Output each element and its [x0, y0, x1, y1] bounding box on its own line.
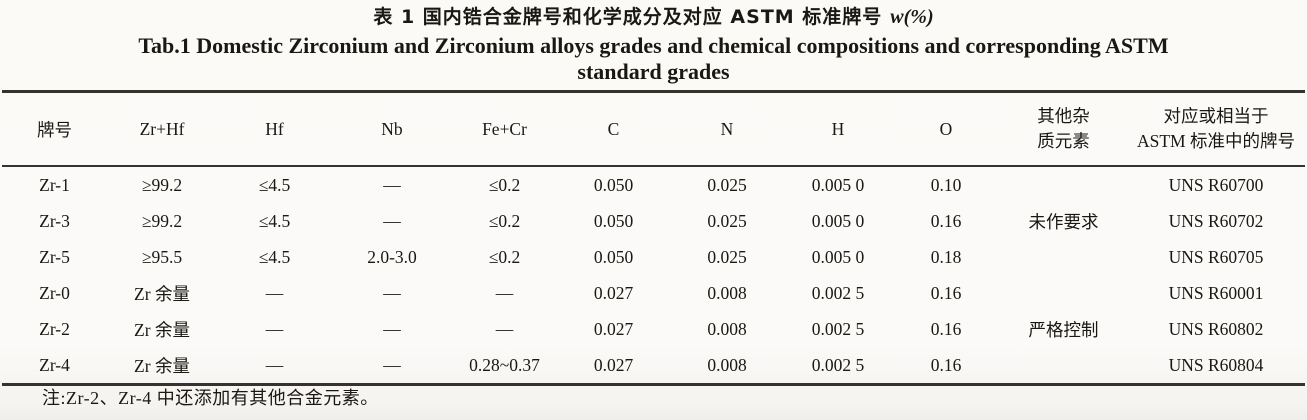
- column-header-fe-cr: Fe+Cr: [482, 118, 527, 139]
- cell-n: 0.008: [707, 354, 747, 375]
- cell-c: 0.050: [593, 246, 634, 267]
- cell-zr-hf: Zr 余量: [134, 283, 190, 304]
- cell-n: 0.025: [707, 174, 747, 195]
- cell-zr-hf: Zr 余量: [134, 355, 190, 376]
- cell-c: 0.050: [593, 174, 634, 195]
- column-header-nb: Nb: [381, 118, 403, 139]
- cell-nb: —: [383, 318, 401, 339]
- column-header-c: C: [607, 118, 620, 139]
- cell-nb: —: [383, 282, 401, 303]
- cell-astm: UNS R60001: [1168, 282, 1264, 303]
- table-footnote: 注:Zr-2、Zr-4 中还添加有其他合金元素。: [42, 388, 379, 408]
- cell-c: 0.050: [593, 210, 634, 231]
- column-header-n: N: [720, 118, 734, 139]
- cell-c: 0.027: [593, 318, 634, 339]
- table-row-zr-1: Zr-1 ≥99.2 ≤4.5 — ≤0.2 0.050 0.025 0.005…: [2, 166, 1305, 232]
- cell-astm: UNS R60705: [1168, 246, 1264, 267]
- cell-hf: —: [265, 282, 284, 303]
- cell-c: 0.027: [593, 354, 634, 375]
- cell-hf: —: [265, 318, 284, 339]
- column-header-other-impurities-line2: 质元素: [1037, 131, 1090, 151]
- cell-zr-hf: ≥99.2: [141, 210, 183, 231]
- cell-grade: Zr-5: [39, 246, 70, 267]
- column-header-zr-hf: Zr+Hf: [139, 118, 185, 139]
- cell-grade: Zr-3: [39, 210, 70, 231]
- table-title-zh-text: 表 1 国内锆合金牌号和化学成分及对应 ASTM 标准牌号: [373, 6, 883, 28]
- cell-o: 0.18: [930, 246, 962, 267]
- cell-nb: —: [383, 174, 401, 195]
- cell-nb: —: [383, 354, 401, 375]
- column-header-h: H: [831, 118, 845, 139]
- column-header-o: O: [939, 118, 953, 139]
- cell-h: 0.005 0: [811, 210, 865, 231]
- cell-o: 0.16: [930, 210, 962, 231]
- cell-hf: ≤4.5: [258, 174, 291, 195]
- cell-fe-cr: ≤0.2: [488, 174, 521, 195]
- table-row-zr-3: Zr-3 ≥99.2 ≤4.5 — ≤0.2 0.050 0.025 0.005…: [2, 203, 1305, 239]
- cell-grade: Zr-0: [39, 282, 70, 303]
- cell-astm: UNS R60702: [1168, 210, 1264, 231]
- table-row-zr-2: Zr-2 Zr 余量 — — — 0.027 0.008 0.002 5 0.1…: [2, 311, 1305, 347]
- cell-grade: Zr-4: [39, 354, 70, 375]
- cell-impurity-group-not-required: 未作要求: [1028, 211, 1099, 232]
- mass-fraction-symbol: w(%): [890, 6, 934, 28]
- table-row-zr-5: Zr-5 ≥95.5 ≤4.5 2.0-3.0 ≤0.2 0.050 0.025…: [2, 239, 1305, 275]
- cell-h: 0.002 5: [811, 318, 865, 339]
- column-header-astm-grade-line1: 对应或相当于: [1163, 106, 1269, 126]
- cell-fe-cr: 0.28~0.37: [469, 354, 540, 375]
- cell-c: 0.027: [593, 282, 634, 303]
- cell-astm: UNS R60700: [1168, 174, 1264, 195]
- cell-nb: —: [383, 210, 401, 231]
- cell-grade: Zr-1: [39, 174, 70, 195]
- cell-hf: ≤4.5: [258, 210, 291, 231]
- cell-fe-cr: —: [495, 282, 514, 303]
- cell-o: 0.16: [930, 354, 962, 375]
- cell-h: 0.002 5: [811, 354, 865, 375]
- cell-fe-cr: ≤0.2: [488, 210, 521, 231]
- table-title-en-line1: Tab.1 Domestic Zirconium and Zirconium a…: [138, 33, 1169, 58]
- cell-n: 0.008: [707, 318, 747, 339]
- column-header-astm-grade-line2: ASTM 标准中的牌号: [1137, 131, 1295, 151]
- cell-o: 0.16: [930, 282, 962, 303]
- cell-zr-hf: ≥99.2: [141, 174, 183, 195]
- cell-zr-hf: Zr 余量: [134, 319, 190, 340]
- cell-n: 0.008: [707, 282, 747, 303]
- cell-impurity-group-strict-control: 严格控制: [1028, 319, 1099, 340]
- cell-n: 0.025: [707, 246, 747, 267]
- cell-zr-hf: ≥95.5: [141, 246, 183, 267]
- cell-hf: ≤4.5: [258, 246, 291, 267]
- cell-hf: —: [265, 354, 284, 375]
- table-row-zr-0: Zr-0 Zr 余量 — — — 0.027 0.008 0.002 5 0.1…: [2, 275, 1305, 340]
- cell-n: 0.025: [707, 210, 747, 231]
- cell-astm: UNS R60804: [1168, 354, 1264, 375]
- cell-o: 0.16: [930, 318, 962, 339]
- table-title-zh: 表 1 国内锆合金牌号和化学成分及对应 ASTM 标准牌号 w(%): [0, 5, 1307, 29]
- table-title-en-line2: standard grades: [577, 59, 730, 84]
- cell-o: 0.10: [930, 174, 962, 195]
- column-header-other-impurities-line1: 其他杂: [1037, 106, 1090, 126]
- cell-h: 0.005 0: [811, 174, 865, 195]
- cell-h: 0.002 5: [811, 282, 865, 303]
- cell-nb: 2.0-3.0: [367, 246, 417, 267]
- cell-h: 0.005 0: [811, 246, 865, 267]
- column-header-grade: 牌号: [37, 119, 72, 140]
- column-header-hf: Hf: [265, 118, 284, 139]
- cell-fe-cr: —: [495, 318, 514, 339]
- header-row: 牌号 Zr+Hf Hf Nb Fe+Cr C N H O 其他杂 质元素 对应或…: [2, 91, 1305, 167]
- table-row-zr-4: Zr-4 Zr 余量 — — 0.28~0.37 0.027 0.008 0.0…: [2, 347, 1305, 385]
- cell-fe-cr: ≤0.2: [488, 246, 521, 267]
- cell-grade: Zr-2: [39, 318, 70, 339]
- composition-table: 牌号 Zr+Hf Hf Nb Fe+Cr C N H O 其他杂 质元素 对应或…: [2, 90, 1305, 386]
- cell-astm: UNS R60802: [1168, 318, 1264, 339]
- column-header-astm-grade: 对应或相当于 ASTM 标准中的牌号: [1127, 92, 1305, 167]
- column-header-other-impurities: 其他杂 质元素: [1000, 92, 1127, 167]
